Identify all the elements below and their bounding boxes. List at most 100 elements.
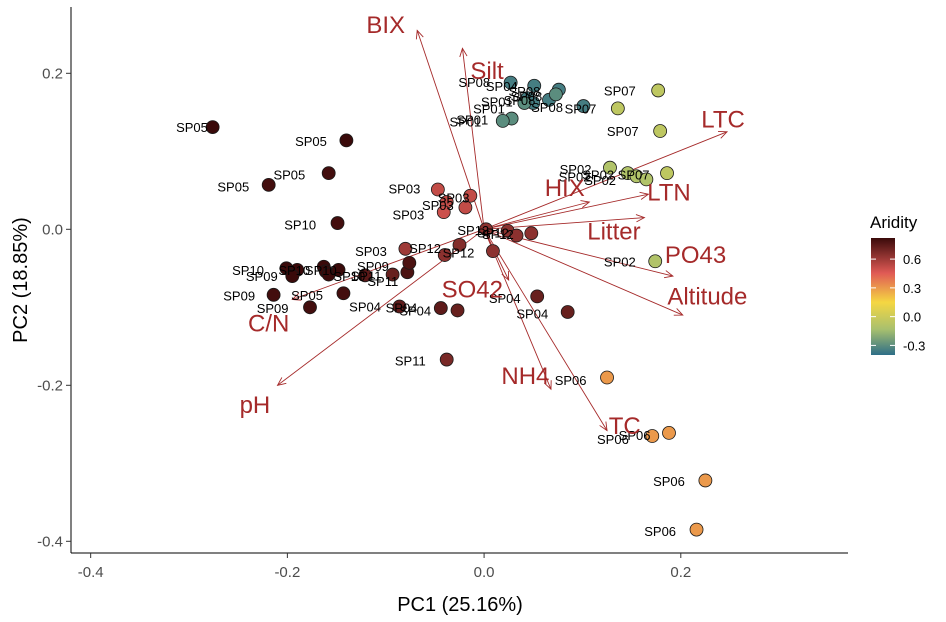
x-tick-label: -0.2 [274, 564, 300, 581]
sample-label: SP06 [597, 432, 629, 447]
sample-label: SP07 [618, 168, 650, 183]
sample-label: SP05 [295, 134, 327, 149]
sample-label: SP04 [399, 303, 431, 318]
sample-point [689, 522, 704, 537]
sample-label: SP01 [473, 101, 505, 116]
x-tick-label: 0.0 [474, 564, 495, 581]
legend-colorbar [871, 238, 895, 355]
sample-label: SP11 [395, 353, 426, 368]
loading-labels-layer: BIX Silt LTC HIX LTN Litter PO43 Altitude SO42 NH… [240, 12, 748, 440]
sample-label: SP06 [644, 524, 676, 539]
sample-label: SP07 [565, 101, 597, 116]
loading-label: NH4 [501, 363, 549, 390]
sample-label: SP03 [438, 190, 470, 205]
loading-arrow [483, 201, 590, 230]
sample-point [548, 87, 563, 102]
sample-point [331, 262, 346, 277]
sample-label: SP10 [305, 263, 337, 278]
sample-point [330, 216, 345, 230]
sample-point [463, 188, 478, 203]
sample-point [458, 200, 473, 215]
loading-arrow [462, 48, 485, 230]
legend-tick-label: -0.3 [903, 338, 925, 353]
sample-point [452, 237, 467, 252]
sample-label: SP09 [223, 289, 255, 304]
legend-tick-label: 0.3 [903, 281, 921, 296]
sample-point [479, 222, 493, 237]
sample-label: SP04 [349, 300, 381, 315]
sample-point [560, 305, 575, 319]
loading-label: Silt [470, 58, 504, 85]
loading-arrow [292, 228, 485, 300]
sample-label: SP10 [333, 269, 365, 284]
loading-label: LTN [647, 180, 691, 207]
loading-arrowhead [291, 292, 302, 301]
sample-point [261, 177, 276, 192]
sample-point [517, 96, 532, 110]
loading-label: TC [609, 413, 641, 440]
sample-label: SP05 [176, 120, 208, 135]
sample-point [495, 113, 510, 128]
legend-tick-label: 0.6 [903, 252, 921, 267]
sample-label: SP04 [486, 79, 518, 94]
sample-point [433, 301, 448, 315]
sample-label: SP09 [257, 301, 289, 316]
loading-arrow [483, 228, 683, 316]
loading-label: Litter [587, 219, 640, 246]
x-tick-label: 0.2 [670, 564, 691, 581]
sample-point [645, 429, 660, 443]
sample-label: SP02 [604, 254, 636, 269]
sample-point [653, 124, 668, 138]
sample-point [436, 205, 451, 220]
loading-label: PO43 [665, 242, 726, 269]
sample-point [339, 133, 354, 148]
sample-label: SP03 [389, 182, 421, 197]
sample-labels-layer: SP05SP05SP05SP05SP10SP10SP09SP09SP09SP05… [176, 75, 685, 539]
sample-point [610, 101, 625, 116]
axes-layer: -0.4 -0.2 0.0 0.2 0.2 0.0 -0.2 -0.4 [37, 7, 848, 581]
sample-point [527, 78, 542, 93]
loading-arrowhead [459, 47, 468, 58]
sample-label: SP02 [582, 168, 614, 183]
sample-label: SP06 [653, 474, 685, 489]
sample-point [402, 255, 417, 270]
sample-label: SP03 [355, 244, 387, 259]
aridity-legend: Aridity 0.6 0.3 0.0 -0.3 [870, 213, 925, 355]
sample-point [576, 99, 591, 113]
sample-point [205, 120, 220, 135]
loading-label: SO42 [442, 276, 503, 303]
sample-label: SP07 [604, 83, 636, 98]
sample-point [430, 182, 445, 197]
sample-label: SP04 [386, 300, 418, 315]
sample-point [321, 166, 336, 181]
loading-arrowhead [635, 214, 646, 223]
sample-point [698, 473, 713, 488]
sample-point [660, 166, 674, 181]
sample-label: SP04 [489, 291, 521, 306]
sample-point [285, 269, 300, 284]
sample-label: SP07 [607, 124, 639, 139]
loading-label: LTC [701, 106, 745, 133]
sample-point [530, 289, 545, 304]
sample-label: SP02 [559, 169, 591, 184]
sample-point [503, 75, 518, 90]
loading-label: Altitude [667, 283, 747, 310]
sample-point [509, 228, 524, 243]
sample-label: SP05 [273, 168, 305, 183]
sample-point [600, 370, 614, 385]
sample-label: SP08 [510, 89, 542, 104]
sample-point [398, 241, 413, 256]
y-axis-title: PC2 (18.85%) [10, 217, 32, 343]
sample-label: SP12 [482, 227, 514, 242]
loading-arrow [483, 131, 728, 230]
sample-label: SP10 [232, 263, 264, 278]
loading-arrowhead [663, 270, 675, 279]
sample-point [662, 425, 676, 440]
sample-label: SP02 [584, 173, 616, 188]
x-tick-label: -0.4 [78, 564, 104, 581]
sample-label: SP06 [619, 428, 651, 443]
sample-label: SP01 [449, 115, 481, 130]
sample-point [439, 352, 454, 367]
y-tick-label: 0.0 [42, 221, 63, 238]
